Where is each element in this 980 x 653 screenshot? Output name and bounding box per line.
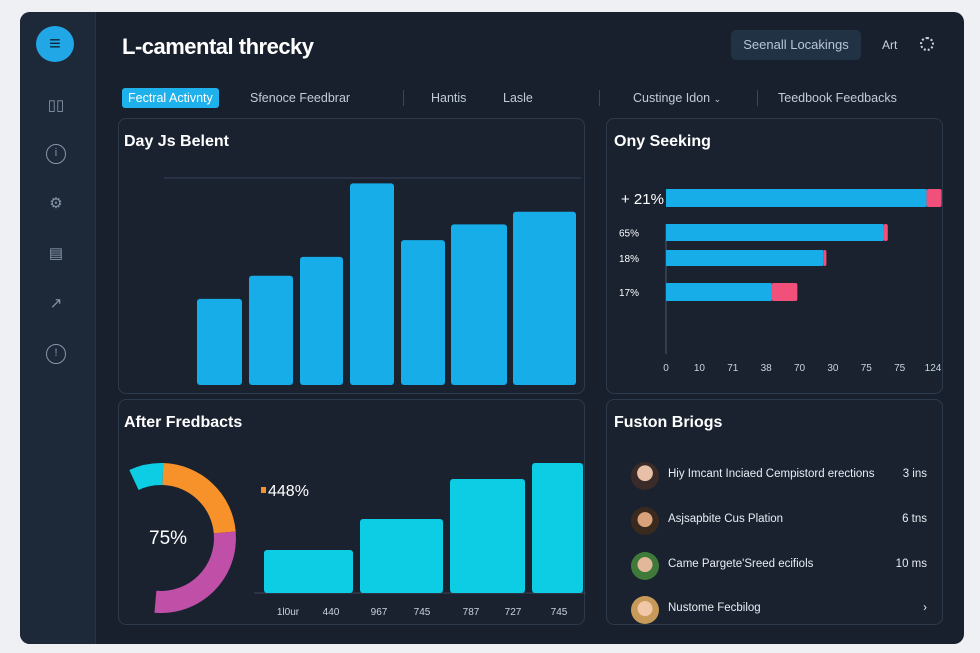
tick-label: 0 [663,363,669,374]
tab-fectral-activity[interactable]: Fectral Activnty [122,88,219,108]
card-title: After Fredbacts [124,414,243,431]
donut-center-label: 75% [149,528,187,549]
category-label: 65% [619,229,639,240]
app-window: ≡ ▯▯ i ⚙ ▤ ↗ ! L-camental threcky Seenal… [20,12,964,644]
bar-segment [666,250,824,266]
bar-segment [666,189,927,207]
bar [532,463,583,593]
alert-icon[interactable]: ! [46,344,66,364]
bar-segment [823,250,827,266]
book-icon[interactable]: ▯▯ [47,97,65,114]
document-icon[interactable]: ▤ [48,245,64,262]
item-text: Nustome Fecbilog [668,602,761,614]
settings-icon[interactable]: ⚙ [49,195,63,212]
chevron-down-icon: ⌄ [713,94,722,104]
loading-icon [920,37,934,51]
category-label: 17% [619,288,639,299]
tick-label: 75 [861,363,873,374]
tick-label: 38 [761,363,773,374]
bar-segment [771,283,798,301]
bar [350,183,394,385]
tick-label: 787 [463,607,480,618]
bar-segment [666,224,884,241]
tick-label: 745 [551,607,568,618]
card-title: Day Js Belent [124,133,229,150]
tick-label: 70 [794,363,806,374]
annotation-label: 448% [268,483,309,500]
chart-icon[interactable]: ↗ [49,295,63,312]
tab-lasle[interactable]: Lasle [503,91,533,105]
card-feed: Fuston Briogs Hiy Imcant Inciaed Cempist… [606,399,943,625]
bar [451,224,507,385]
bar [360,519,443,593]
header-button[interactable]: Seenall Locakings [731,30,861,60]
tab-sfenoce-feedbrar[interactable]: Sfenoce Feedbrar [250,91,351,105]
bar [300,256,343,385]
horizontal-bar-chart: + 21% 65% 18% 17% 0 10 71 38 70 30 75 75 124 [619,189,942,374]
logo-chat-icon[interactable]: ≡ [36,26,74,62]
bar [401,240,445,385]
bar [197,298,242,385]
divider [599,90,600,106]
category-label: 18% [619,254,639,265]
avatar [631,507,659,535]
category-label: + 21% [621,191,664,208]
tick-label: 745 [414,607,431,618]
tick-label: 71 [727,363,739,374]
list-item[interactable]: Came Pargete'Sreed ecifiols 10 ms [607,546,943,586]
card-title: Ony Seeking [614,133,711,150]
info-icon[interactable]: i [46,144,66,164]
card-day-belent: Day Js Belent [118,118,585,394]
legend-marker [261,487,266,493]
tick-label: 1l0ur [277,607,300,618]
list-item[interactable]: Hiy Imcant Inciaed Cempistord erections 3… [607,456,943,496]
bar-segment [926,189,942,207]
sidebar: ≡ ▯▯ i ⚙ ▤ ↗ ! [20,12,96,644]
avatar [631,596,659,624]
bar-segment [883,224,888,241]
item-text: Asjsapbite Cus Plation [668,513,784,525]
header-link[interactable]: Art [882,38,898,52]
page-title: L-camental threcky [122,34,314,59]
bar [249,275,293,385]
tick-label: 30 [827,363,839,374]
bar [513,211,576,385]
tab-label: Custinge Idon [633,91,711,105]
tick-label: 124 [925,363,942,374]
avatar [631,462,659,490]
donut-segment [162,463,236,534]
card-after-feedbacks: After Fredbacts 75% 448% 1l0ur 440 967 745 787… [118,399,586,625]
chevron-right-icon[interactable]: › [923,602,927,614]
item-text: Came Pargete'Sreed ecifiols [668,558,814,570]
tab-custinge-idon[interactable]: Custinge Idon ⌄ [633,88,721,108]
bar-chart [164,177,581,385]
donut-segment [154,531,236,613]
tab-hantis[interactable]: Hantis [431,91,467,105]
item-time: 3 ins [902,468,927,480]
bar-segment [666,283,772,301]
tick-label: 75 [894,363,906,374]
avatar [631,552,659,580]
divider [403,90,404,106]
list-item[interactable]: Asjsapbite Cus Plation 6 tns [607,501,943,541]
item-time: 10 ms [895,558,927,570]
divider [757,90,758,106]
list-item[interactable]: Nustome Fecbilog › [607,590,943,630]
bar [264,550,353,593]
item-time: 6 tns [902,513,927,525]
bar [450,479,525,593]
tick-label: 10 [694,363,706,374]
tick-label: 967 [371,607,388,618]
tick-label: 727 [505,607,522,618]
card-ony-seeking: Ony Seeking + 21% 65% 18% 17% 0 10 71 38 70 30 75 7… [606,118,943,394]
donut-segment [129,463,164,490]
card-title: Fuston Briogs [614,414,723,431]
tick-label: 440 [323,607,340,618]
donut-bar-chart: 75% 448% 1l0ur 440 967 745 787 727 745 [129,463,586,618]
item-text: Hiy Imcant Inciaed Cempistord erections [668,468,875,480]
tab-teedbook-feedbacks[interactable]: Teedbook Feedbacks [778,91,897,105]
